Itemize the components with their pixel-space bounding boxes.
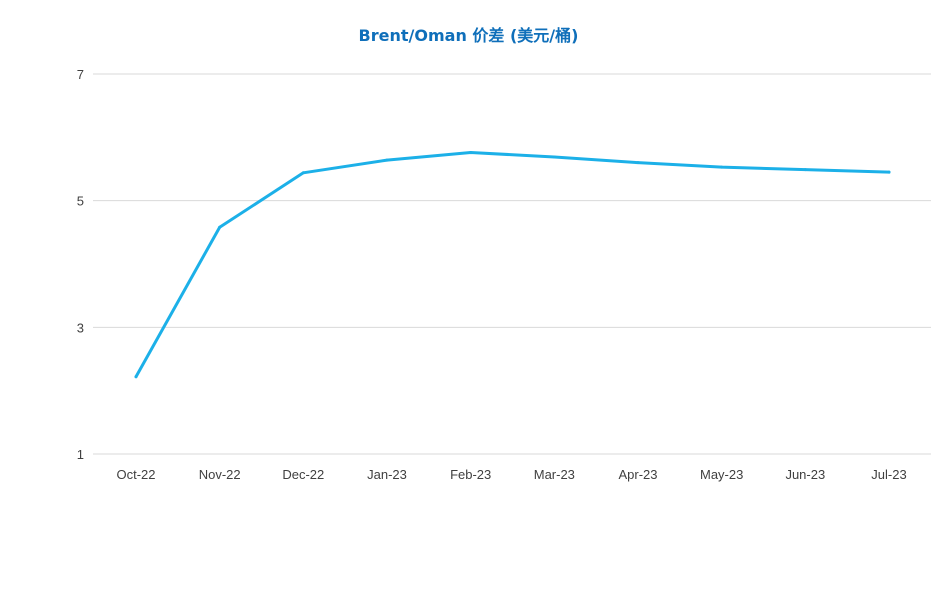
x-tick-label-Jan-23: Jan-23 (367, 467, 407, 482)
y-tick-label-3: 3 (77, 320, 84, 335)
data-point-Jan-23 (385, 158, 389, 162)
x-tick-label-Nov-22: Nov-22 (199, 467, 241, 482)
chart-title: Brent/Oman 价差 (美元/桶) (358, 26, 579, 45)
series-line-0 (134, 151, 891, 379)
data-point-May-23 (720, 165, 724, 169)
data-point-Oct-22 (134, 375, 138, 379)
x-tick-label-Feb-23: Feb-23 (450, 467, 491, 482)
y-tick-label-5: 5 (77, 194, 84, 209)
x-tick-label-Jun-23: Jun-23 (785, 467, 825, 482)
data-point-Apr-23 (636, 161, 640, 165)
x-tick-label-Apr-23: Apr-23 (618, 467, 657, 482)
data-point-Feb-23 (469, 151, 473, 155)
x-tick-label-Oct-22: Oct-22 (116, 467, 155, 482)
y-tick-label-1: 1 (77, 447, 84, 462)
x-tick-label-May-23: May-23 (700, 467, 743, 482)
data-point-Mar-23 (552, 155, 556, 159)
data-point-Nov-22 (218, 225, 222, 229)
data-point-Jul-23 (887, 170, 891, 174)
x-tick-label-Mar-23: Mar-23 (534, 467, 575, 482)
x-tick-label-Jul-23: Jul-23 (871, 467, 906, 482)
data-point-Dec-22 (301, 171, 305, 175)
x-tick-label-Dec-22: Dec-22 (282, 467, 324, 482)
y-tick-label-7: 7 (77, 67, 84, 82)
data-point-Jun-23 (803, 168, 807, 172)
